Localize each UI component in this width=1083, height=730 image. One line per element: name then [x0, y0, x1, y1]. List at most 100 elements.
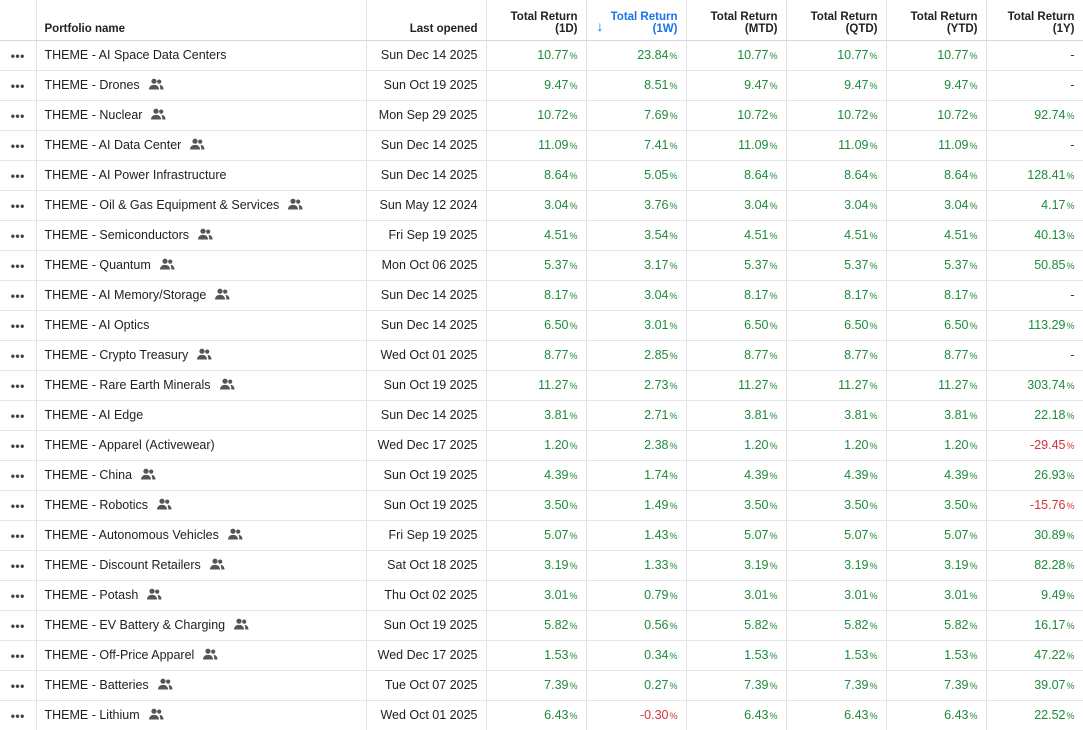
portfolio-name-cell[interactable]: THEME - AI Data Center — [36, 130, 367, 161]
table-row[interactable]: ••• THEME - Discount Retailers Sat Oct 18 … — [0, 550, 1083, 581]
header-total-return-qtd[interactable]: Total Return (QTD) — [786, 0, 887, 41]
header-total-return-mtd[interactable]: Total Return (MTD) — [686, 0, 787, 41]
table-row[interactable]: ••• THEME - China Sun Oct 19 2025 4.39% 1.74… — [0, 460, 1083, 491]
row-menu-button[interactable]: ••• — [0, 310, 37, 341]
table-row[interactable]: ••• THEME - Apparel (Activewear) Wed Dec 1… — [0, 430, 1083, 461]
table-row[interactable]: ••• THEME - Semiconductors Fri Sep 19 2025… — [0, 220, 1083, 251]
return-mtd-cell: 1.20% — [686, 430, 787, 461]
row-menu-button[interactable]: ••• — [0, 250, 37, 281]
portfolio-name-cell[interactable]: THEME - Off-Price Apparel — [36, 640, 367, 671]
portfolio-name-cell[interactable]: THEME - Crypto Treasury — [36, 340, 367, 371]
return-w1-cell: 0.34% — [586, 640, 687, 671]
row-menu-button[interactable]: ••• — [0, 640, 37, 671]
portfolio-name-cell[interactable]: THEME - Quantum — [36, 250, 367, 281]
portfolio-name-cell[interactable]: THEME - Robotics — [36, 490, 367, 521]
header-last-opened[interactable]: Last opened — [366, 0, 487, 41]
portfolio-name-cell[interactable]: THEME - AI Memory/Storage — [36, 280, 367, 311]
row-menu-button[interactable]: ••• — [0, 700, 37, 730]
shared-users-icon — [157, 678, 173, 690]
row-menu-button[interactable]: ••• — [0, 670, 37, 701]
row-menu-button[interactable]: ••• — [0, 100, 37, 131]
table-row[interactable]: ••• THEME - EV Battery & Charging Sun Oct … — [0, 610, 1083, 641]
header-total-return-ytd[interactable]: Total Return (YTD) — [886, 0, 987, 41]
more-options-icon: ••• — [10, 168, 25, 183]
portfolio-name-cell[interactable]: THEME - Potash — [36, 580, 367, 611]
portfolio-name-cell[interactable]: THEME - Drones — [36, 70, 367, 101]
table-row[interactable]: ••• THEME - AI Optics Sun Dec 14 2025 6.50%… — [0, 310, 1083, 341]
table-row[interactable]: ••• THEME - AI Memory/Storage Sun Dec 14 2… — [0, 280, 1083, 311]
return-ytd-cell: 1.20% — [886, 430, 987, 461]
row-menu-button[interactable]: ••• — [0, 340, 37, 371]
portfolio-name-cell[interactable]: THEME - AI Edge — [36, 400, 367, 431]
shared-users-icon — [287, 198, 303, 210]
percent-unit: % — [969, 351, 978, 361]
table-row[interactable]: ••• THEME - Quantum Mon Oct 06 2025 5.37% 3.… — [0, 250, 1083, 281]
table-row[interactable]: ••• THEME - Crypto Treasury Wed Oct 01 202… — [0, 340, 1083, 371]
portfolio-name-cell[interactable]: THEME - Rare Earth Minerals — [36, 370, 367, 401]
table-row[interactable]: ••• THEME - AI Space Data Centers Sun Dec … — [0, 40, 1083, 71]
portfolio-name-cell[interactable]: THEME - AI Space Data Centers — [36, 40, 367, 71]
return-qtd-cell: 8.64% — [786, 160, 887, 191]
row-menu-button[interactable]: ••• — [0, 580, 37, 611]
row-menu-button[interactable]: ••• — [0, 460, 37, 491]
portfolio-name-cell[interactable]: THEME - Apparel (Activewear) — [36, 430, 367, 461]
row-menu-button[interactable]: ••• — [0, 130, 37, 161]
header-total-return-1y[interactable]: Total Return (1Y) — [986, 0, 1083, 41]
row-menu-button[interactable]: ••• — [0, 190, 37, 221]
row-menu-button[interactable]: ••• — [0, 550, 37, 581]
portfolio-name-cell[interactable]: THEME - AI Optics — [36, 310, 367, 341]
portfolio-name-cell[interactable]: THEME - Nuclear — [36, 100, 367, 131]
row-menu-button[interactable]: ••• — [0, 520, 37, 551]
row-menu-button[interactable]: ••• — [0, 370, 37, 401]
more-options-icon: ••• — [10, 78, 25, 93]
table-row[interactable]: ••• THEME - Robotics Sun Oct 19 2025 3.50% 1… — [0, 490, 1083, 521]
table-row[interactable]: ••• THEME - Rare Earth Minerals Sun Oct 19… — [0, 370, 1083, 401]
last-opened-cell: Tue Oct 07 2025 — [366, 670, 487, 701]
header-portfolio-name[interactable]: Portfolio name — [36, 0, 367, 41]
last-opened-cell: Sat Oct 18 2025 — [366, 550, 487, 581]
portfolio-name-cell[interactable]: THEME - AI Power Infrastructure — [36, 160, 367, 191]
portfolio-name-cell[interactable]: THEME - Oil & Gas Equipment & Services — [36, 190, 367, 221]
row-menu-button[interactable]: ••• — [0, 220, 37, 251]
portfolio-name-cell[interactable]: THEME - Batteries — [36, 670, 367, 701]
percent-unit: % — [569, 381, 578, 391]
portfolio-name-cell[interactable]: THEME - Lithium — [36, 700, 367, 730]
row-menu-button[interactable]: ••• — [0, 610, 37, 641]
row-menu-button[interactable]: ••• — [0, 160, 37, 191]
row-menu-button[interactable]: ••• — [0, 490, 37, 521]
table-row[interactable]: ••• THEME - AI Power Infrastructure Sun De… — [0, 160, 1083, 191]
portfolio-name-cell[interactable]: THEME - Autonomous Vehicles — [36, 520, 367, 551]
header-total-return-1d[interactable]: Total Return (1D) — [486, 0, 587, 41]
return-mtd-cell: 9.47% — [686, 70, 787, 101]
return-w1-cell: 1.33% — [586, 550, 687, 581]
portfolio-name-cell[interactable]: THEME - Discount Retailers — [36, 550, 367, 581]
row-menu-button[interactable]: ••• — [0, 280, 37, 311]
table-row[interactable]: ••• THEME - AI Data Center Sun Dec 14 2025… — [0, 130, 1083, 161]
table-row[interactable]: ••• THEME - Drones Sun Oct 19 2025 9.47% 8.5… — [0, 70, 1083, 101]
return-d1-cell: 8.77% — [486, 340, 587, 371]
portfolio-name-cell[interactable]: THEME - China — [36, 460, 367, 491]
percent-unit: % — [669, 441, 678, 451]
table-row[interactable]: ••• THEME - Oil & Gas Equipment & Service… — [0, 190, 1083, 221]
percent-unit: % — [1066, 261, 1075, 271]
row-menu-button[interactable]: ••• — [0, 40, 37, 71]
return-ytd-cell: 8.17% — [886, 280, 987, 311]
row-menu-button[interactable]: ••• — [0, 430, 37, 461]
portfolio-name-cell[interactable]: THEME - Semiconductors — [36, 220, 367, 251]
last-opened-cell: Sun Oct 19 2025 — [366, 460, 487, 491]
table-row[interactable]: ••• THEME - Autonomous Vehicles Fri Sep 19… — [0, 520, 1083, 551]
table-row[interactable]: ••• THEME - Off-Price Apparel Wed Dec 17 2… — [0, 640, 1083, 671]
row-menu-button[interactable]: ••• — [0, 400, 37, 431]
row-menu-button[interactable]: ••• — [0, 70, 37, 101]
table-row[interactable]: ••• THEME - Batteries Tue Oct 07 2025 7.39%… — [0, 670, 1083, 701]
table-row[interactable]: ••• THEME - Nuclear Mon Sep 29 2025 10.72% 7… — [0, 100, 1083, 131]
header-total-return-1w[interactable]: ↓ Total Return (1W) — [586, 0, 687, 41]
return-d1-cell: 3.81% — [486, 400, 587, 431]
table-row[interactable]: ••• THEME - Potash Thu Oct 02 2025 3.01% 0.7… — [0, 580, 1083, 611]
percent-unit: % — [869, 261, 878, 271]
return-y1-cell: 82.28% — [986, 550, 1083, 581]
table-row[interactable]: ••• THEME - Lithium Wed Oct 01 2025 6.43% -0… — [0, 700, 1083, 730]
percent-unit: % — [969, 471, 978, 481]
table-row[interactable]: ••• THEME - AI Edge Sun Dec 14 2025 3.81% 2.… — [0, 400, 1083, 431]
portfolio-name-cell[interactable]: THEME - EV Battery & Charging — [36, 610, 367, 641]
